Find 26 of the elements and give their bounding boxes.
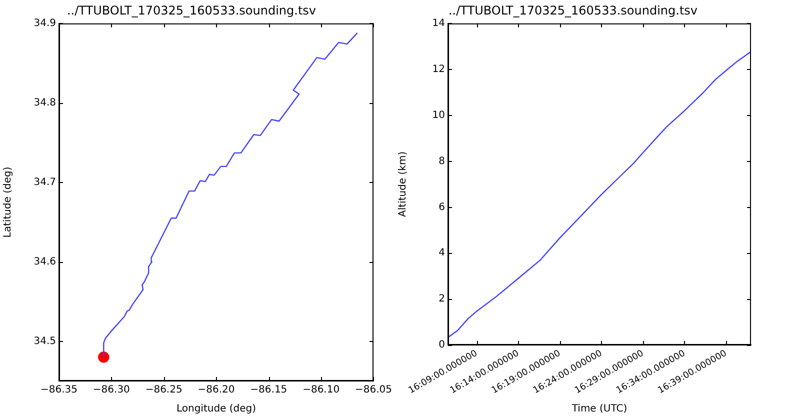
y-tick-label: 34.7 xyxy=(34,176,56,188)
x-tick-label: −86.05 xyxy=(354,384,392,396)
x-axis-title: Time (UTC) xyxy=(570,404,628,415)
y-axis-title: Latitude (deg) xyxy=(2,166,14,238)
x-tick-label: −86.35 xyxy=(40,384,78,396)
x-tick-label: −86.15 xyxy=(250,384,288,396)
y-tick-label: 14 xyxy=(432,18,445,29)
x-tick-label: −86.30 xyxy=(92,384,130,396)
y-tick-label: 34.8 xyxy=(34,97,56,108)
y-tick-label: 0 xyxy=(438,340,445,351)
x-tick-label: −86.25 xyxy=(145,384,182,396)
x-tick-label: −86.20 xyxy=(198,384,235,396)
x-axis-title: Longitude (deg) xyxy=(176,404,256,415)
y-tick-label: 10 xyxy=(432,110,445,121)
y-tick-label: 34.6 xyxy=(34,256,56,268)
x-tick-label: −86.10 xyxy=(302,384,340,396)
chart-title: ../TTUBOLT_170325_160533.sounding.tsv xyxy=(448,3,698,18)
y-tick-label: 4 xyxy=(438,248,445,259)
y-tick-label: 8 xyxy=(438,156,445,167)
y-tick-label: 34.9 xyxy=(34,18,56,29)
y-tick-label: 2 xyxy=(438,294,445,305)
y-axis-title: Altitude (km) xyxy=(398,151,409,217)
y-tick-label: 34.5 xyxy=(34,336,56,347)
y-tick-label: 6 xyxy=(438,202,445,213)
chart-title: ../TTUBOLT_170325_160533.sounding.tsv xyxy=(66,3,316,18)
y-tick-label: 12 xyxy=(432,64,445,75)
